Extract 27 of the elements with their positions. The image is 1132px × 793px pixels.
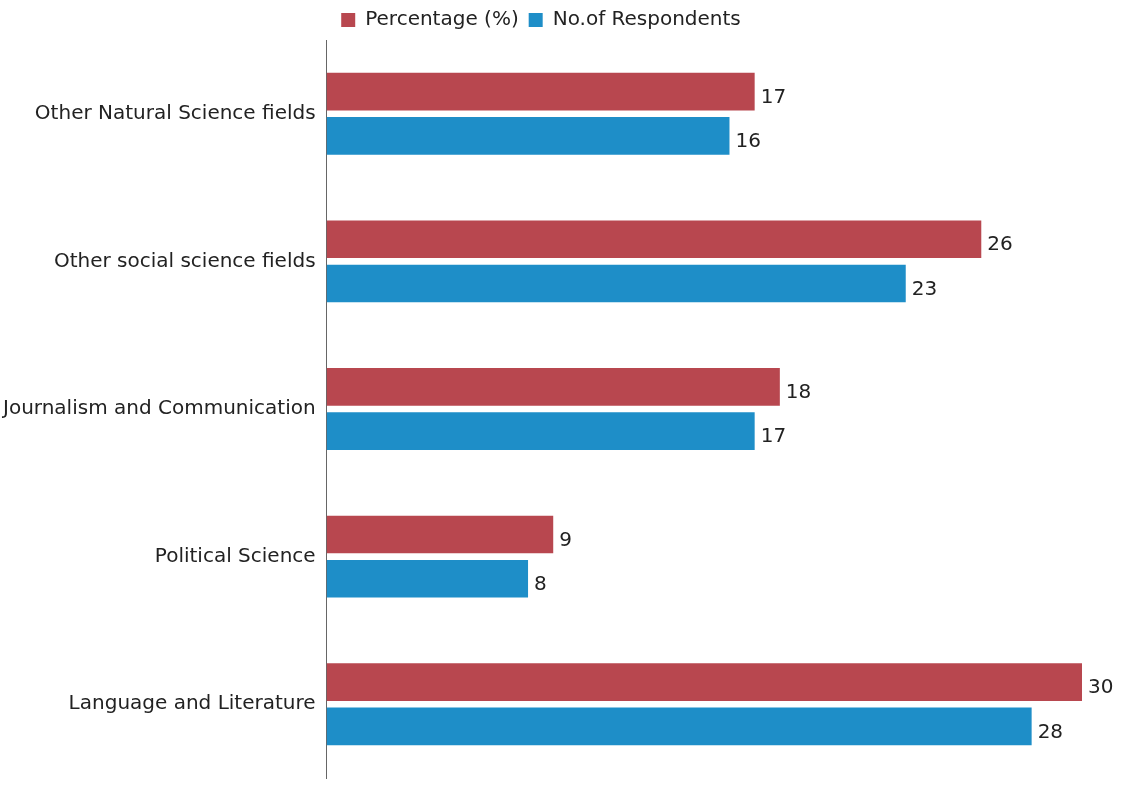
data-label: 26: [987, 231, 1013, 256]
y-tick-label: Journalism and Communication: [1, 395, 316, 420]
bar: [326, 515, 554, 554]
bar: [326, 412, 755, 450]
y-tick-label: Other Natural Science fields: [34, 100, 316, 124]
legend-label: No.of Respondents: [552, 6, 741, 31]
bar: [326, 72, 755, 111]
bar: [326, 707, 1032, 746]
bar: [326, 220, 982, 259]
data-label: 28: [1037, 718, 1064, 743]
bar: [326, 117, 730, 155]
bar: [326, 264, 906, 303]
bar: [326, 559, 529, 598]
data-label: 18: [785, 379, 812, 404]
y-tick-label: Other social science fields: [53, 247, 316, 272]
data-label: 9: [559, 526, 572, 551]
legend-label: Percentage (%): [365, 6, 519, 31]
y-tick-label: Political Science: [154, 542, 316, 567]
data-label: 30: [1088, 674, 1114, 699]
data-label: 17: [760, 83, 787, 108]
bar: [326, 368, 780, 406]
data-label: 17: [760, 423, 787, 448]
data-label: 8: [534, 570, 547, 595]
y-tick-label: Language and Literature: [68, 690, 316, 715]
bar: [326, 663, 1082, 701]
data-label: 23: [911, 275, 938, 300]
data-label: 16: [735, 128, 761, 153]
